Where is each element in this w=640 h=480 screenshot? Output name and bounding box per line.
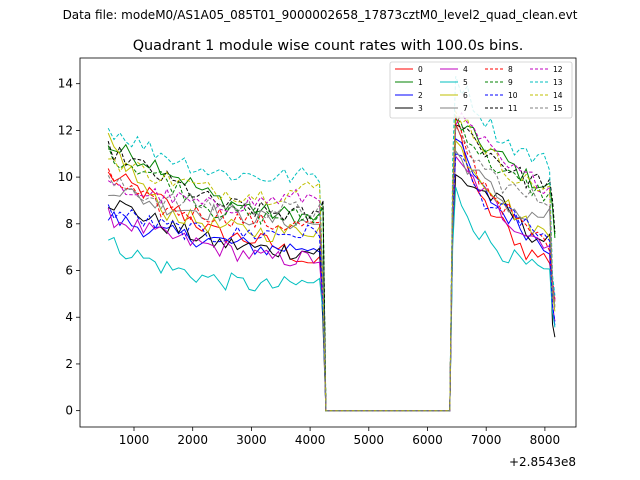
legend-box bbox=[389, 61, 573, 119]
plot-lines bbox=[107, 76, 556, 412]
y-axis: 0 2 4 6 8 10 12 14 bbox=[58, 77, 80, 418]
series-line-1 bbox=[108, 117, 556, 412]
legend-label-3: 3 bbox=[418, 104, 423, 113]
series-line-7 bbox=[108, 149, 556, 412]
x-tick-label: 8000 bbox=[530, 433, 561, 447]
legend-label-9: 9 bbox=[508, 78, 513, 87]
plot-frame bbox=[79, 57, 577, 428]
legend-label-4: 4 bbox=[463, 65, 468, 74]
series-line-3 bbox=[107, 173, 556, 412]
figure-suptitle: Data file: modeM0/AS1A05_085T01_90000026… bbox=[62, 8, 578, 22]
series-line-4 bbox=[107, 155, 556, 412]
y-tick-label: 14 bbox=[58, 77, 73, 91]
legend-label-1: 1 bbox=[418, 78, 423, 87]
series-line-6 bbox=[107, 132, 556, 412]
y-tick-label: 8 bbox=[65, 217, 73, 231]
x-tick-label: 3000 bbox=[236, 433, 267, 447]
y-tick-label: 4 bbox=[65, 310, 73, 324]
x-tick-label: 5000 bbox=[354, 433, 385, 447]
legend-label-15: 15 bbox=[553, 104, 563, 113]
legend-label-7: 7 bbox=[463, 104, 468, 113]
x-axis: 1000 2000 3000 4000 5000 6000 7000 8000 bbox=[119, 427, 560, 447]
legend-label-6: 6 bbox=[463, 91, 468, 100]
series-line-11 bbox=[107, 123, 556, 412]
chart-title: Quadrant 1 module wise count rates with … bbox=[133, 38, 524, 54]
legend-label-2: 2 bbox=[418, 91, 423, 100]
legend-label-5: 5 bbox=[463, 78, 468, 87]
legend-label-12: 12 bbox=[553, 65, 563, 74]
series-line-15 bbox=[107, 124, 556, 412]
y-tick-label: 0 bbox=[65, 404, 73, 418]
x-tick-label: 2000 bbox=[177, 433, 208, 447]
y-tick-label: 6 bbox=[65, 264, 73, 278]
series-line-10 bbox=[107, 153, 556, 412]
y-tick-label: 10 bbox=[58, 170, 73, 184]
legend-label-11: 11 bbox=[508, 104, 518, 113]
series-line-13 bbox=[107, 76, 556, 412]
legend-label-13: 13 bbox=[553, 78, 563, 87]
x-tick-label: 1000 bbox=[119, 433, 150, 447]
series-line-8 bbox=[107, 115, 556, 412]
x-tick-label: 6000 bbox=[412, 433, 443, 447]
series-line-5 bbox=[107, 186, 556, 412]
y-tick-label: 2 bbox=[65, 357, 73, 371]
legend-label-8: 8 bbox=[508, 65, 513, 74]
y-tick-label: 12 bbox=[58, 123, 73, 137]
legend-label-0: 0 bbox=[418, 65, 423, 74]
x-offset-label: +2.8543e8 bbox=[509, 455, 576, 469]
legend-label-14: 14 bbox=[553, 91, 563, 100]
series-line-14 bbox=[108, 109, 556, 412]
series-line-9 bbox=[107, 115, 556, 412]
series-line-12 bbox=[107, 111, 556, 412]
series-line-0 bbox=[107, 123, 556, 412]
x-tick-label: 4000 bbox=[295, 433, 326, 447]
legend-label-10: 10 bbox=[508, 91, 518, 100]
x-tick-label: 7000 bbox=[471, 433, 502, 447]
